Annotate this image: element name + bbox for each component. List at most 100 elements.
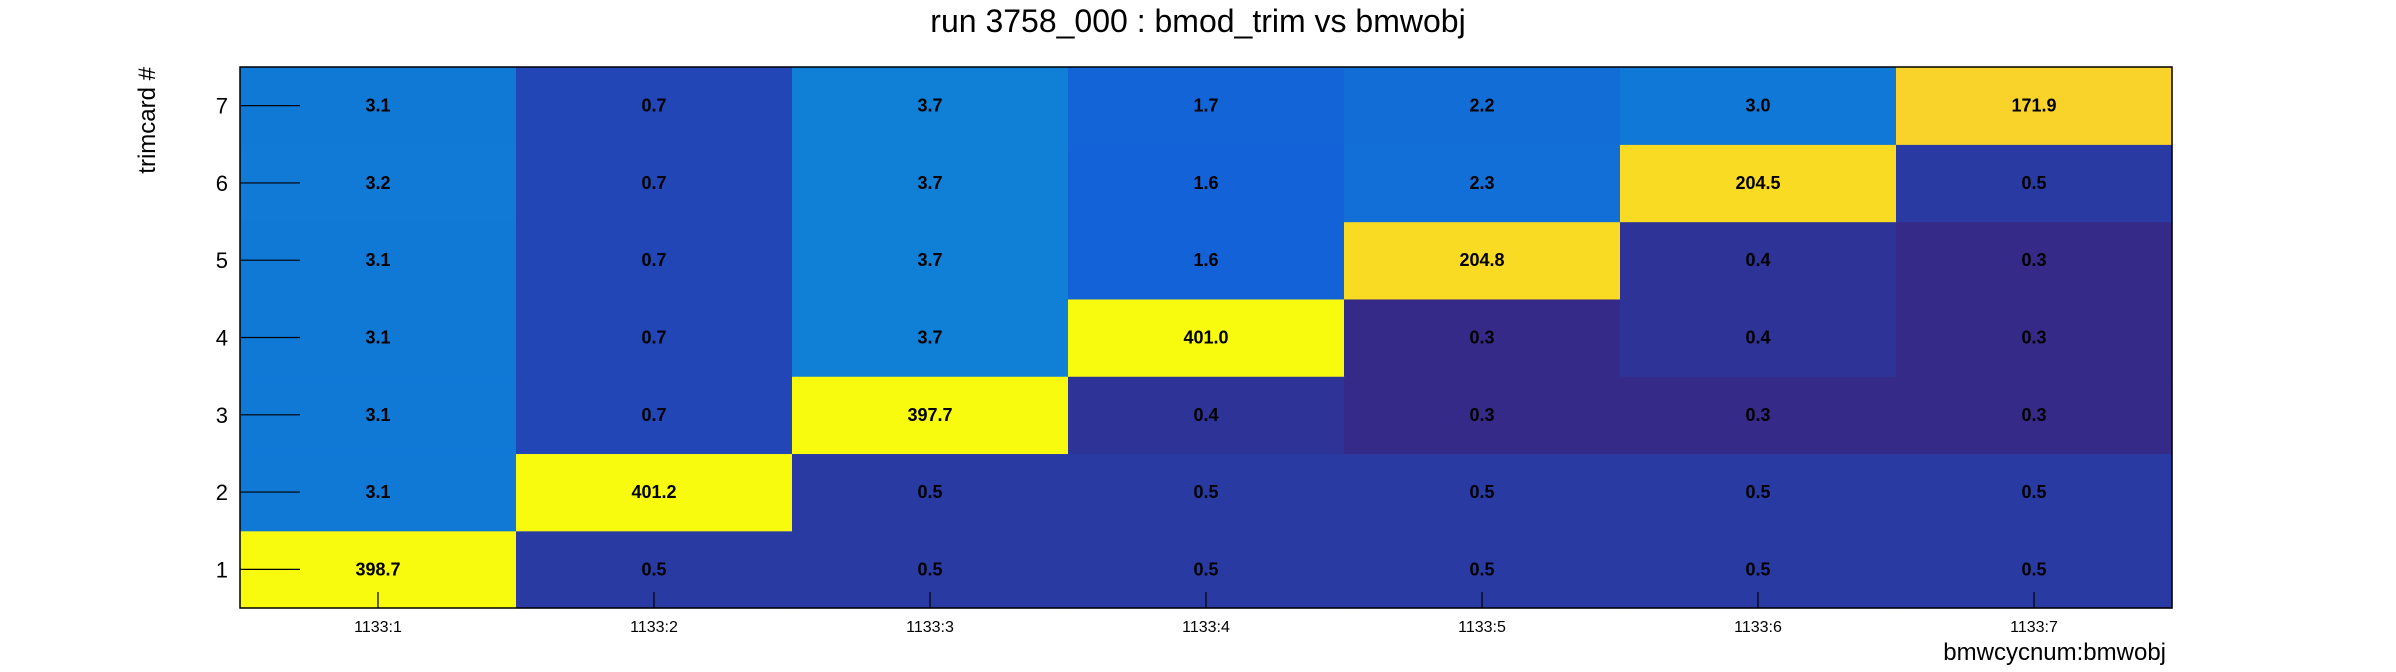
cell-value-label: 3.1 — [365, 482, 390, 502]
chart-title: run 3758_000 : bmod_trim vs bmwobj — [930, 3, 1465, 39]
cell-value-label: 0.5 — [1745, 482, 1770, 502]
cell-value-label: 401.2 — [631, 482, 676, 502]
cell-value-label: 3.7 — [917, 173, 942, 193]
heatmap-cell — [1620, 453, 1897, 532]
heatmap-cell — [1344, 453, 1621, 532]
heatmap-cell — [1344, 67, 1621, 145]
cell-value-label: 0.5 — [2021, 482, 2046, 502]
cell-value-label: 0.3 — [2021, 328, 2046, 348]
cell-value-label: 0.5 — [1745, 559, 1770, 579]
cell-value-label: 3.1 — [365, 96, 390, 116]
cell-value-label: 3.1 — [365, 250, 390, 270]
cell-value-label: 0.7 — [641, 96, 666, 116]
cell-value-label: 0.5 — [2021, 173, 2046, 193]
x-tick-label: 1133:1 — [354, 619, 402, 636]
y-axis: 1 2 3 4 5 6 7 — [216, 94, 300, 582]
cell-value-label: 0.5 — [2021, 559, 2046, 579]
y-tick-label: 1 — [216, 557, 228, 582]
heatmap-cell — [1344, 298, 1621, 377]
cell-value-label: 0.3 — [2021, 405, 2046, 425]
x-tick-label: 1133:7 — [2010, 619, 2058, 636]
cell-value-label: 397.7 — [907, 405, 952, 425]
cell-value-label: 3.7 — [917, 96, 942, 116]
x-axis-title: bmwcycnum:bmwobj — [1943, 639, 2166, 666]
heatmap-cell — [516, 221, 793, 300]
heatmap-cell — [1068, 453, 1345, 532]
y-tick-label: 6 — [216, 171, 228, 196]
cell-value-label: 0.5 — [641, 559, 666, 579]
cell-value-label: 3.2 — [365, 173, 390, 193]
heatmap-cell — [792, 67, 1069, 145]
y-axis-title: trimcard # — [134, 66, 161, 173]
cell-value-label: 204.5 — [1735, 173, 1780, 193]
heatmap-cell — [792, 453, 1069, 532]
heatmap-cell — [1068, 67, 1345, 145]
heatmap-cell — [516, 298, 793, 377]
x-axis: 1133:1 1133:2 1133:3 1133:4 1133:5 1133:6 1133… — [354, 592, 2058, 636]
cell-value-label: 0.5 — [917, 482, 942, 502]
cell-value-label: 0.3 — [1469, 328, 1494, 348]
cell-value-label: 1.6 — [1193, 250, 1218, 270]
cell-value-label: 2.2 — [1469, 96, 1494, 116]
cell-value-label: 204.8 — [1459, 250, 1504, 270]
heatmap-cell — [1620, 298, 1897, 377]
heatmap-cell — [516, 144, 793, 223]
y-tick-label: 4 — [216, 326, 228, 351]
heatmap-cell — [1896, 298, 2173, 377]
cell-value-label: 0.4 — [1745, 250, 1770, 270]
heatmap-cell — [516, 453, 793, 532]
cell-value-label: 3.1 — [365, 328, 390, 348]
cell-value-label: 0.5 — [1469, 559, 1494, 579]
cell-value-label: 0.7 — [641, 328, 666, 348]
heatmap-cell — [1896, 67, 2173, 145]
heatmap-cell — [516, 67, 793, 145]
cell-value-label: 0.5 — [1193, 482, 1218, 502]
cell-value-label: 0.4 — [1193, 405, 1218, 425]
cell-value-label: 0.5 — [1193, 559, 1218, 579]
cell-value-label: 171.9 — [2011, 96, 2056, 116]
heatmap-cell — [792, 298, 1069, 377]
cell-value-label: 0.7 — [641, 250, 666, 270]
heatmap-cell — [1344, 376, 1621, 455]
cell-value-label: 3.1 — [365, 405, 390, 425]
x-tick-label: 1133:5 — [1458, 619, 1506, 636]
heatmap-cell-labels: 398.7 0.5 0.5 0.5 0.5 0.5 0.5 3.1 401.2 0.5 0.5 0.5… — [355, 96, 2056, 580]
heatmap-cell — [792, 221, 1069, 300]
cell-value-label: 0.3 — [2021, 250, 2046, 270]
heatmap-cell — [516, 376, 793, 455]
cell-value-label: 1.7 — [1193, 96, 1218, 116]
cell-value-label: 0.3 — [1745, 405, 1770, 425]
y-tick-label: 7 — [216, 94, 228, 119]
x-tick-label: 1133:4 — [1182, 619, 1230, 636]
heatmap-cell — [1620, 67, 1897, 145]
cell-value-label: 0.5 — [1469, 482, 1494, 502]
heatmap-cell — [1896, 453, 2173, 532]
heatmap-cell — [1068, 298, 1345, 377]
heatmap-cell — [792, 144, 1069, 223]
cell-value-label: 3.0 — [1745, 96, 1770, 116]
y-tick-label: 3 — [216, 403, 228, 428]
heatmap-cell — [1620, 221, 1897, 300]
heatmap-cell — [1344, 144, 1621, 223]
heatmap-cell — [1620, 376, 1897, 455]
cell-value-label: 2.3 — [1469, 173, 1494, 193]
x-tick-label: 1133:6 — [1734, 619, 1782, 636]
cell-value-label: 0.7 — [641, 405, 666, 425]
heatmap-cell — [1896, 144, 2173, 223]
heatmap-cell — [1068, 144, 1345, 223]
heatmap-cell — [792, 376, 1069, 455]
heatmap-cell — [1620, 144, 1897, 223]
cell-value-label: 0.3 — [1469, 405, 1494, 425]
cell-value-label: 3.7 — [917, 328, 942, 348]
cell-value-label: 401.0 — [1183, 328, 1228, 348]
heatmap-cell — [1344, 221, 1621, 300]
heatmap-cell — [1068, 221, 1345, 300]
y-tick-label: 2 — [216, 480, 228, 505]
y-tick-label: 5 — [216, 248, 228, 273]
cell-value-label: 1.6 — [1193, 173, 1218, 193]
x-tick-label: 1133:3 — [906, 619, 954, 636]
heatmap-cells — [240, 67, 2173, 609]
heatmap-cell — [1896, 376, 2173, 455]
cell-value-label: 398.7 — [355, 559, 400, 579]
